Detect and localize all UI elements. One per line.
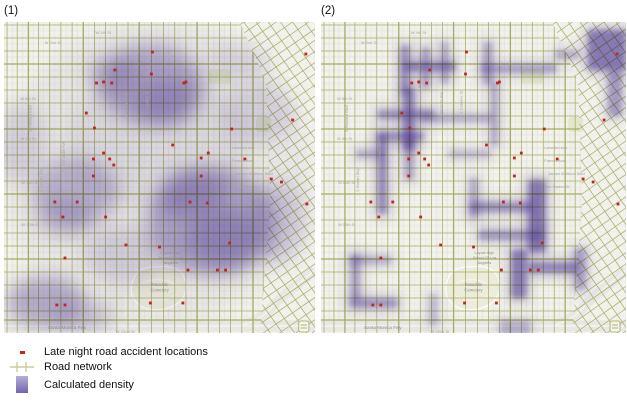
svg-text:San Marino St: San Marino St (232, 184, 259, 189)
legend-label-accidents: Late night road accident locations (44, 346, 208, 358)
svg-text:Leeward Ave: Leeward Ave (232, 145, 256, 150)
svg-text:W 4th St: W 4th St (95, 30, 111, 35)
svg-text:W 9th St: W 9th St (20, 136, 36, 141)
svg-text:S Vermont Ave: S Vermont Ave (124, 91, 129, 118)
accident-marker-icon (19, 350, 25, 354)
svg-text:S Hobart Blvd: S Hobart Blvd (39, 167, 44, 192)
map-panel-network-density[interactable]: W 2nd St W 4th St W 8th St W 9th St W 11th S… (321, 22, 626, 333)
svg-text:S Catalina St: S Catalina St (459, 90, 464, 114)
panel-2: (2) W 2nd St W 4th St W 8th St W 9th St W 11… (321, 3, 626, 333)
legend-label-density: Calculated density (44, 378, 134, 391)
svg-text:Santa Monica Fwy: Santa Monica Fwy (364, 325, 402, 330)
svg-text:Rosedale: Rosedale (465, 282, 483, 287)
svg-text:W 8th St: W 8th St (337, 96, 353, 101)
svg-text:S Mariposa Ave: S Mariposa Ave (417, 63, 422, 92)
svg-text:W 8th St: W 8th St (20, 96, 36, 101)
svg-text:James M Wood Blvd: James M Wood Blvd (236, 171, 273, 176)
svg-text:W 2nd St: W 2nd St (45, 40, 63, 45)
svg-text:S Hobart Blvd: S Hobart Blvd (355, 167, 360, 192)
svg-text:S Catalina St: S Catalina St (144, 90, 149, 114)
svg-text:Loyola High: Loyola High (160, 251, 180, 255)
legend-item-road-network: Road network (8, 361, 208, 373)
legend-item-accidents: Late night road accident locations (8, 346, 208, 358)
svg-text:Francis Ave: Francis Ave (544, 158, 565, 163)
svg-text:Leeward Ave: Leeward Ave (544, 145, 568, 150)
svg-text:S Vermont Ave: S Vermont Ave (439, 91, 444, 118)
svg-text:Loyola High: Loyola High (474, 251, 494, 255)
legend-label-road-network: Road network (44, 361, 112, 373)
svg-text:W 2nd St: W 2nd St (361, 40, 378, 45)
svg-text:Cemetery: Cemetery (464, 287, 483, 292)
svg-text:W 12th St: W 12th St (21, 222, 40, 227)
svg-text:S Normandie Ave: S Normandie Ave (377, 140, 382, 172)
svg-text:Santa Monica Fwy: Santa Monica Fwy (48, 325, 87, 330)
svg-text:S Mariposa Ave: S Mariposa Ave (102, 63, 107, 92)
svg-text:San Marino St: San Marino St (544, 184, 570, 189)
svg-text:Rosedale: Rosedale (151, 282, 170, 287)
svg-text:W 4th St: W 4th St (411, 30, 427, 35)
svg-text:School Of Los: School Of Los (159, 256, 183, 260)
map-panel-kernel-density[interactable]: W 2nd St W 4th St W 8th St W 9th St W 11th S… (4, 22, 315, 333)
legend-item-density: Calculated density (8, 376, 208, 393)
panel-1: (1) W 2nd St W 4th St W 8th St W 9th St W 11… (4, 3, 315, 333)
svg-text:S Harvard Blvd: S Harvard Blvd (344, 105, 349, 132)
svg-text:School Of Los: School Of Los (473, 256, 497, 260)
svg-text:W 22nd St: W 22nd St (431, 329, 450, 333)
legend: Late night road accident locations Road … (8, 346, 208, 396)
density-swatch-icon (16, 376, 28, 393)
panel-2-label: (2) (321, 5, 336, 17)
svg-text:W 11th St: W 11th St (21, 180, 39, 185)
svg-text:Cemetery: Cemetery (150, 288, 169, 293)
svg-text:Angeles: Angeles (478, 261, 492, 265)
road-network-icon (10, 362, 34, 372)
svg-text:S Normandie Ave: S Normandie Ave (61, 140, 66, 172)
svg-text:W 11th St: W 11th St (338, 180, 356, 185)
svg-text:James M Wood Blvd: James M Wood Blvd (548, 171, 584, 176)
svg-text:S Harvard Blvd: S Harvard Blvd (27, 105, 32, 132)
panel-1-label: (1) (4, 5, 19, 17)
svg-text:W 12th St: W 12th St (338, 222, 356, 227)
svg-text:Angeles: Angeles (164, 261, 178, 265)
svg-text:W 22nd St: W 22nd St (116, 329, 136, 333)
svg-text:W 9th St: W 9th St (337, 136, 353, 141)
svg-text:Francis Ave: Francis Ave (232, 158, 254, 163)
